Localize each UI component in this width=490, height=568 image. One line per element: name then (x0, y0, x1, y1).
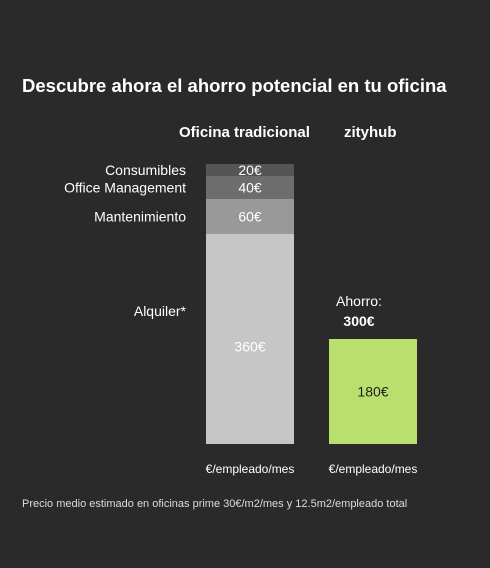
bar-office-management (206, 175, 294, 199)
category-label-traditional: Oficina tradicional (179, 124, 310, 141)
value-label-consumibles: 20€ (238, 162, 262, 178)
value-label-office-management: 40€ (238, 179, 262, 195)
segment-label-consumibles: Consumibles (105, 162, 186, 178)
value-label-alquiler: 360€ (234, 339, 265, 355)
unit-label-0: €/empleado/mes (206, 462, 295, 476)
bar-zityhub (329, 339, 417, 444)
page-title: Descubre ahora el ahorro potencial en tu… (22, 75, 447, 96)
segment-label-office-management: Office Management (64, 179, 186, 195)
segment-label-mantenimiento: Mantenimiento (94, 209, 186, 225)
value-label-zityhub: 180€ (357, 384, 388, 400)
bar-alquiler (206, 234, 294, 444)
footnote: Precio medio estimado en oficinas prime … (22, 498, 408, 510)
unit-label-1: €/empleado/mes (329, 462, 418, 476)
segment-label-alquiler: Alquiler* (134, 303, 187, 319)
value-label-mantenimiento: 60€ (238, 209, 262, 225)
category-label-zityhub: zityhub (344, 124, 397, 141)
savings-value: 300€ (343, 313, 374, 329)
bar-consumibles (206, 164, 294, 176)
savings-label: Ahorro: (336, 293, 382, 309)
bar-mantenimiento (206, 199, 294, 234)
